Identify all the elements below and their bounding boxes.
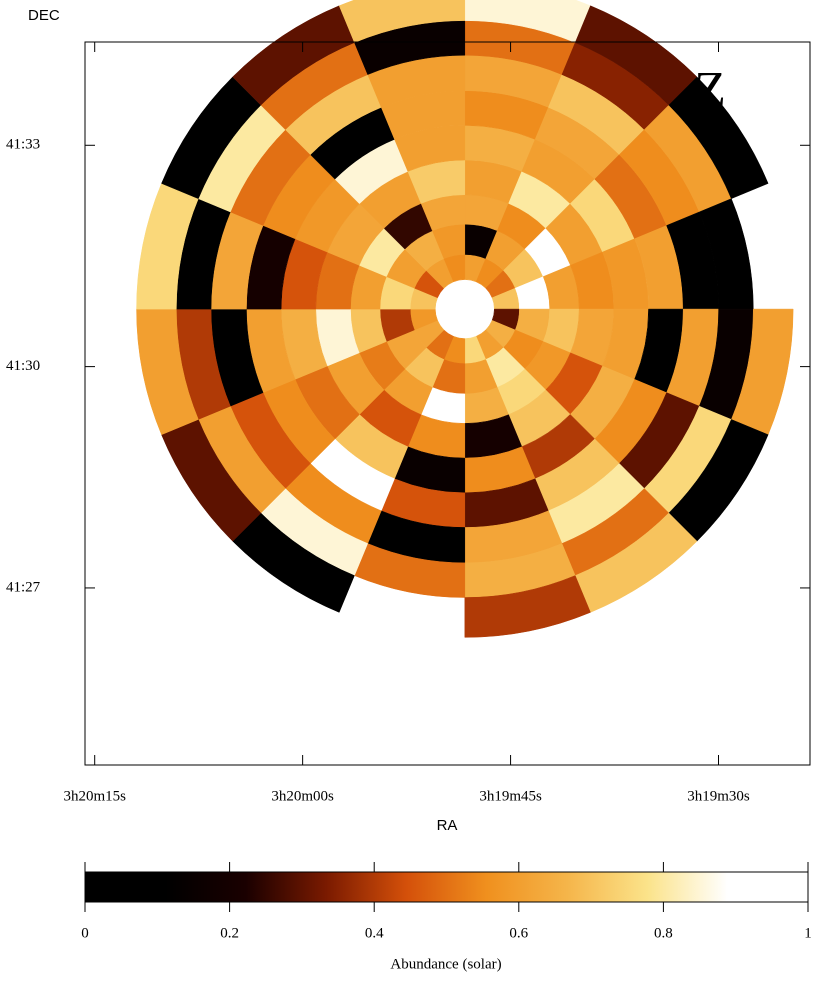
plot-frame bbox=[84, 41, 811, 766]
x-tick-label: 3h20m15s bbox=[63, 788, 126, 804]
y-axis-label: DEC bbox=[28, 7, 60, 24]
sector bbox=[668, 76, 769, 200]
map-layer bbox=[136, 0, 794, 638]
colorbar-tick-label: 0.6 bbox=[509, 925, 528, 941]
colorbar-tick-label: 0.4 bbox=[365, 925, 384, 941]
y-tick-label: 41:33 bbox=[6, 137, 40, 153]
annotation: Z bbox=[694, 62, 726, 119]
colorbar-tick-label: 0.2 bbox=[220, 925, 239, 941]
x-tick-label: 3h19m30s bbox=[687, 788, 750, 804]
colorbar bbox=[84, 871, 809, 903]
colorbar-tick-label: 1 bbox=[804, 925, 812, 941]
y-tick-label: 41:27 bbox=[6, 579, 41, 595]
colorbar-label: Abundance (solar) bbox=[390, 956, 501, 972]
colorbar-tick-label: 0 bbox=[81, 925, 89, 941]
x-axis-label: RA bbox=[437, 817, 458, 834]
colorbar-tick-label: 0.8 bbox=[654, 925, 673, 941]
sector bbox=[338, 0, 466, 43]
y-tick-label: 41:30 bbox=[6, 358, 40, 374]
x-tick-label: 3h20m00s bbox=[271, 788, 334, 804]
sector bbox=[464, 575, 591, 638]
x-tick-label: 3h19m45s bbox=[479, 788, 542, 804]
